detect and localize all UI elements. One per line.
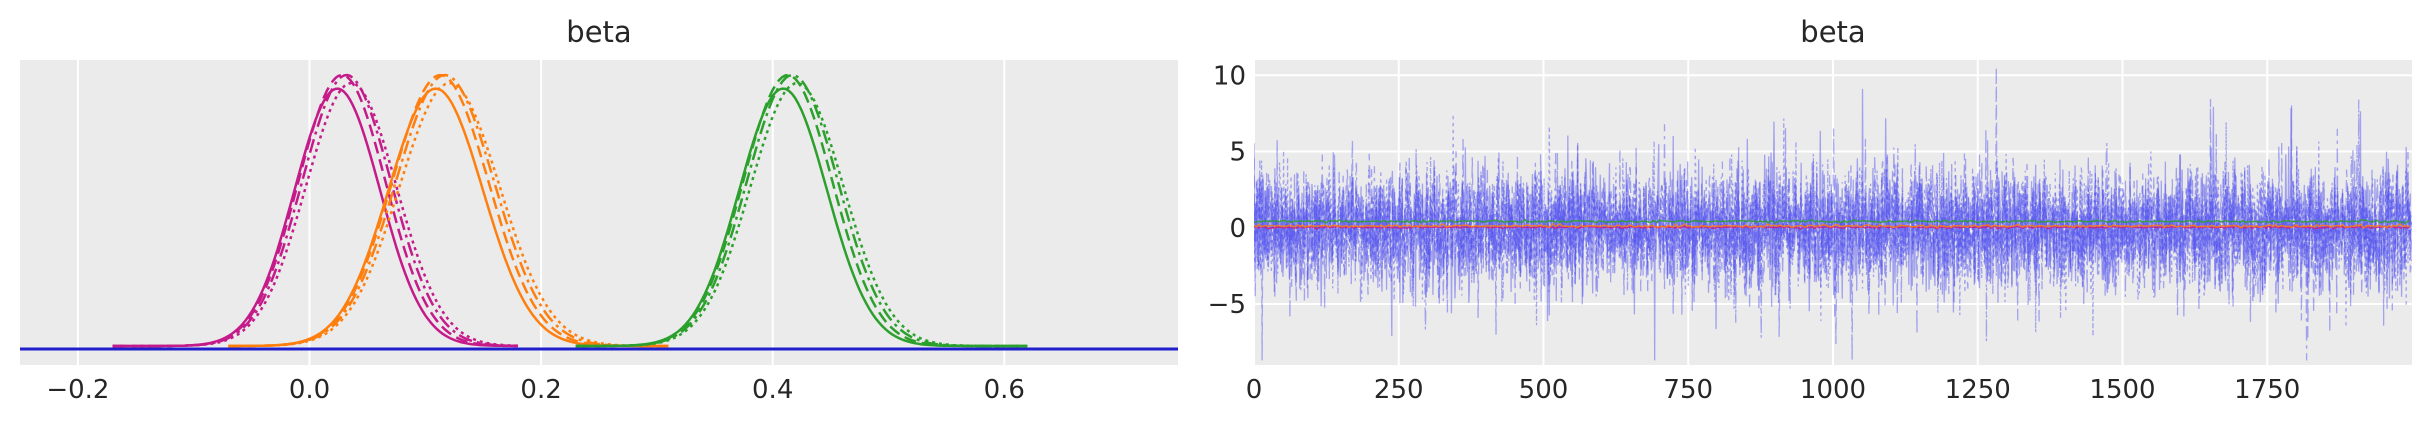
trace-y-tick-label: 0 [1229,214,1246,244]
trace-y-tick-label: 5 [1229,138,1246,168]
kde-curve [228,81,669,348]
kde-curves [20,73,1178,351]
trace-series-line [1254,218,2410,225]
trace-title: beta [1800,15,1865,49]
trace-x-tick-label: 750 [1663,375,1713,405]
trace-chain-line [1254,99,2412,361]
kde-curve [228,73,669,348]
kde-x-tick-label: 0.4 [752,375,793,405]
trace-x-ticks: 0 250 500 750 1000 1250 1500 1750 [1246,375,2301,405]
kde-curve [112,73,518,348]
kde-x-tick-label: 0.2 [520,375,561,405]
trace-x-tick-label: 1750 [2234,375,2300,405]
kde-plot-area [20,60,1178,365]
trace-panel: 0 250 500 750 1000 1250 1500 1750 −5 0 5 10 beta [1208,15,2412,405]
trace-x-tick-label: 1250 [1945,375,2011,405]
trace-chain-line [1254,67,2412,361]
trace-x-tick-label: 250 [1374,375,1424,405]
trace-y-tick-label: 10 [1213,61,1246,91]
kde-x-tick-label: 0.6 [984,375,1025,405]
kde-curve [575,82,1028,348]
kde-x-tick-label: −0.2 [46,375,109,405]
trace-x-tick-label: 0 [1246,375,1263,405]
trace-chain-line [1254,114,2412,337]
trace-x-tick-label: 500 [1519,375,1569,405]
kde-curve [112,73,518,348]
trace-x-tick-label: 1000 [1800,375,1866,405]
trace-series-line [1254,222,2411,229]
kde-title: beta [566,15,631,49]
kde-panel: −0.2 0.0 0.2 0.4 0.6 beta [20,15,1178,405]
kde-x-tick-label: 0.0 [289,375,330,405]
kde-curve [575,73,1028,348]
trace-x-tick-label: 1500 [2089,375,2155,405]
trace-y-tick-label: −5 [1208,290,1246,320]
trace-lines [1254,67,2412,361]
kde-x-ticks: −0.2 0.0 0.2 0.4 0.6 [46,375,1025,405]
trace-y-ticks: −5 0 5 10 [1208,61,1246,320]
